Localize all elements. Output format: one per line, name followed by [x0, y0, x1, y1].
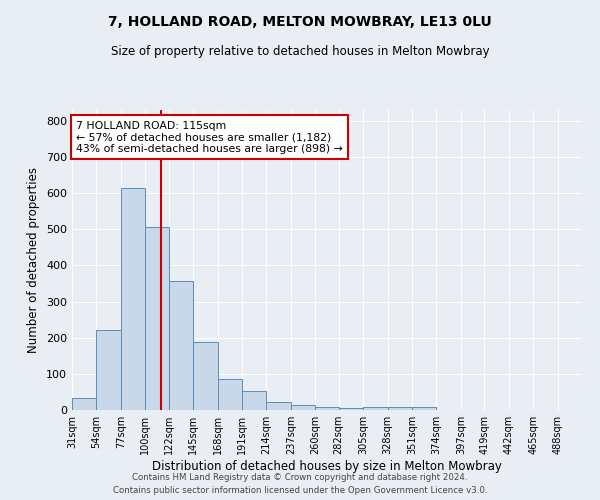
Bar [193, 342, 218, 410]
Bar [169, 281, 193, 410]
Text: Contains HM Land Registry data © Crown copyright and database right 2024.: Contains HM Land Registry data © Crown c… [132, 474, 468, 482]
Text: Size of property relative to detached houses in Melton Mowbray: Size of property relative to detached ho… [110, 45, 490, 58]
Bar [412, 407, 436, 410]
Bar [242, 391, 266, 410]
Bar [145, 228, 169, 410]
Bar [97, 330, 121, 410]
Text: 7, HOLLAND ROAD, MELTON MOWBRAY, LE13 0LU: 7, HOLLAND ROAD, MELTON MOWBRAY, LE13 0L… [108, 15, 492, 29]
Bar [291, 405, 316, 410]
Bar [72, 398, 97, 410]
Y-axis label: Number of detached properties: Number of detached properties [28, 167, 40, 353]
Bar [363, 406, 388, 410]
Bar [121, 188, 145, 410]
Bar [388, 408, 412, 410]
Bar [338, 408, 363, 410]
Bar [316, 408, 338, 410]
Text: 7 HOLLAND ROAD: 115sqm
← 57% of detached houses are smaller (1,182)
43% of semi-: 7 HOLLAND ROAD: 115sqm ← 57% of detached… [76, 121, 343, 154]
Bar [266, 402, 291, 410]
X-axis label: Distribution of detached houses by size in Melton Mowbray: Distribution of detached houses by size … [152, 460, 502, 473]
Text: Contains public sector information licensed under the Open Government Licence v3: Contains public sector information licen… [113, 486, 487, 495]
Bar [218, 380, 242, 410]
